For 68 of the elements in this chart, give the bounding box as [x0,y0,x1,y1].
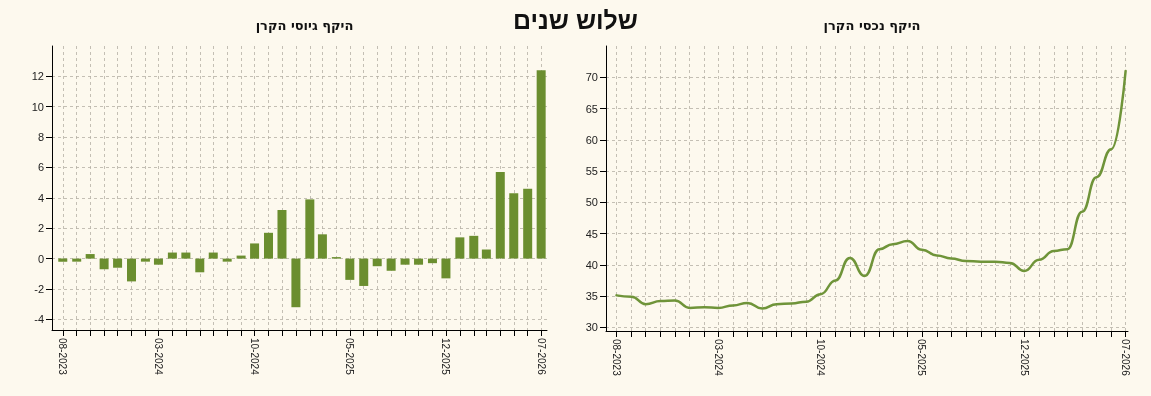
bar [481,249,491,259]
x-tick-label: 10-2024 [815,339,827,377]
y-tick-label: 10 [31,100,44,113]
y-tick-label: 65 [585,102,598,115]
line-series [615,69,1127,310]
x-tick-label: 07-2026 [535,338,547,376]
x-tick-label: 05-2025 [916,339,928,377]
x-tick-label: 03-2024 [712,339,724,377]
y-tick-label: 30 [585,321,598,334]
x-tick-label: 12-2025 [440,338,452,376]
y-tick-label: 40 [585,258,598,271]
bar [414,258,424,265]
bar [140,258,150,262]
bar [153,258,163,265]
bar [222,258,232,262]
bar [441,258,451,279]
y-tick-label: 45 [585,227,598,240]
bar [536,70,546,259]
bar [208,252,218,259]
bar [359,258,369,286]
chart-title: היקף גיוסי הקרן [255,18,354,33]
y-tick-label: 12 [31,70,44,83]
bar [99,258,109,270]
text: שלוש שנים [513,6,638,34]
y-tick-label: 2 [37,222,44,235]
x-tick-label: 08-2023 [611,339,623,377]
bar [386,258,396,271]
x-tick-label: 05-2025 [344,338,356,376]
bar [236,255,246,259]
y-tick-label: 70 [585,71,598,84]
y-tick-label: 35 [585,290,598,302]
bar [264,232,274,259]
y-tick-label: 0 [37,252,44,265]
bar [509,193,519,259]
x-tick-label: 08-2023 [57,338,69,376]
bar [400,258,410,265]
bar [127,258,137,282]
bar [345,258,355,280]
y-tick-label: -4 [34,313,44,326]
bar [277,210,287,259]
x-tick-label: 10-2024 [249,338,261,376]
y-tick-label: 50 [585,196,598,209]
y-tick-label: 4 [37,191,44,204]
y-tick-label: 60 [585,133,598,146]
y-tick-label: -2 [34,282,44,295]
bar [317,234,327,259]
x-tick-label: 12-2025 [1018,339,1030,377]
bar [455,237,465,259]
bar [113,258,123,268]
bar [250,243,260,259]
bar [58,258,68,262]
y-tick-label: 55 [585,165,598,177]
y-tick-label: 8 [37,131,44,144]
bar [495,172,505,259]
bar [372,258,382,267]
bar [181,252,191,259]
bar [523,188,533,259]
bar [469,235,479,259]
bar [167,252,177,259]
bar [72,258,82,262]
bar [305,199,315,259]
bar [85,254,95,259]
bar [291,258,301,308]
chart-title: היקף נכסי הקרן [823,18,921,33]
x-tick-label: 07-2026 [1120,339,1132,377]
x-tick-label: 03-2024 [152,338,164,376]
bar [195,258,205,273]
y-tick-label: 6 [37,161,44,174]
